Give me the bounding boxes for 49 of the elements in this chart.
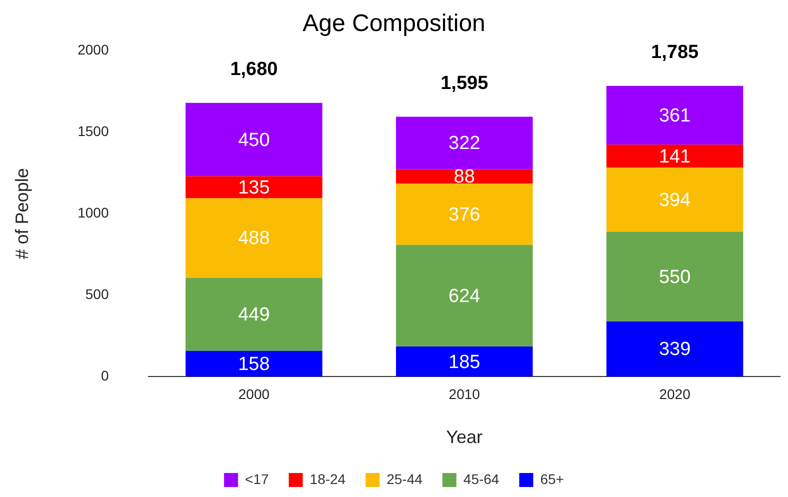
data-label: 185 xyxy=(448,352,480,373)
data-label: 158 xyxy=(238,354,270,375)
bar xyxy=(606,321,744,377)
legend-label: 65+ xyxy=(540,470,564,487)
y-tick-label: 1000 xyxy=(78,204,109,221)
bar xyxy=(396,184,533,245)
bar xyxy=(606,232,744,322)
data-label: 550 xyxy=(658,266,691,288)
chart-title: Age Composition xyxy=(302,10,486,38)
data-label: 624 xyxy=(448,286,481,307)
bar xyxy=(606,168,744,232)
bar xyxy=(606,144,744,168)
total-label: 1,785 xyxy=(651,42,699,64)
bar xyxy=(186,350,322,377)
data-label: 394 xyxy=(658,190,692,211)
data-label: 361 xyxy=(658,105,691,126)
bar xyxy=(606,86,744,145)
legend-label: <17 xyxy=(245,470,270,487)
legend-label: 45-64 xyxy=(463,470,500,487)
data-label: 88 xyxy=(454,166,475,188)
x-tick-label: 2010 xyxy=(448,386,480,402)
x-axis-title: Year xyxy=(446,427,483,448)
data-label: 488 xyxy=(238,228,270,250)
data-label: 376 xyxy=(448,204,480,226)
y-axis-title: # of People xyxy=(12,168,32,260)
total-label: 1,595 xyxy=(440,73,489,94)
legend-label: 18-24 xyxy=(310,470,346,487)
y-tick-label: 0 xyxy=(100,367,109,384)
x-tick-label: 2000 xyxy=(238,386,270,402)
bar xyxy=(396,244,533,346)
bar xyxy=(396,116,533,170)
bar xyxy=(186,102,322,176)
total-label: 1,680 xyxy=(230,59,278,80)
data-label: 141 xyxy=(658,146,691,168)
bar xyxy=(396,346,533,377)
bar xyxy=(186,198,322,278)
data-label: 322 xyxy=(448,133,480,154)
y-tick-label: 2000 xyxy=(78,42,109,58)
bar xyxy=(396,169,533,184)
y-tick-label: 500 xyxy=(85,286,109,302)
y-tick-label: 1500 xyxy=(78,123,109,140)
x-tick-label: 2020 xyxy=(659,386,691,402)
data-label: 450 xyxy=(238,130,270,151)
bar xyxy=(186,176,322,198)
data-label: 449 xyxy=(238,304,270,326)
data-label: 135 xyxy=(238,177,270,198)
legend-label: 25-44 xyxy=(386,470,423,487)
bar xyxy=(186,278,322,351)
data-label: 339 xyxy=(658,339,691,360)
